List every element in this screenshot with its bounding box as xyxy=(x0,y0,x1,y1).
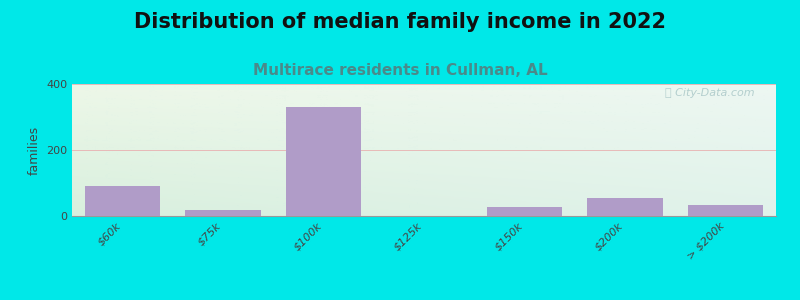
Y-axis label: families: families xyxy=(27,125,41,175)
Bar xyxy=(85,186,160,216)
Bar xyxy=(286,107,361,216)
Text: Multirace residents in Cullman, AL: Multirace residents in Cullman, AL xyxy=(253,63,547,78)
Bar xyxy=(587,198,663,216)
Bar xyxy=(688,206,763,216)
Bar xyxy=(487,207,562,216)
Text: Distribution of median family income in 2022: Distribution of median family income in … xyxy=(134,12,666,32)
Text: ⓘ City-Data.com: ⓘ City-Data.com xyxy=(666,88,755,98)
Bar xyxy=(185,210,261,216)
